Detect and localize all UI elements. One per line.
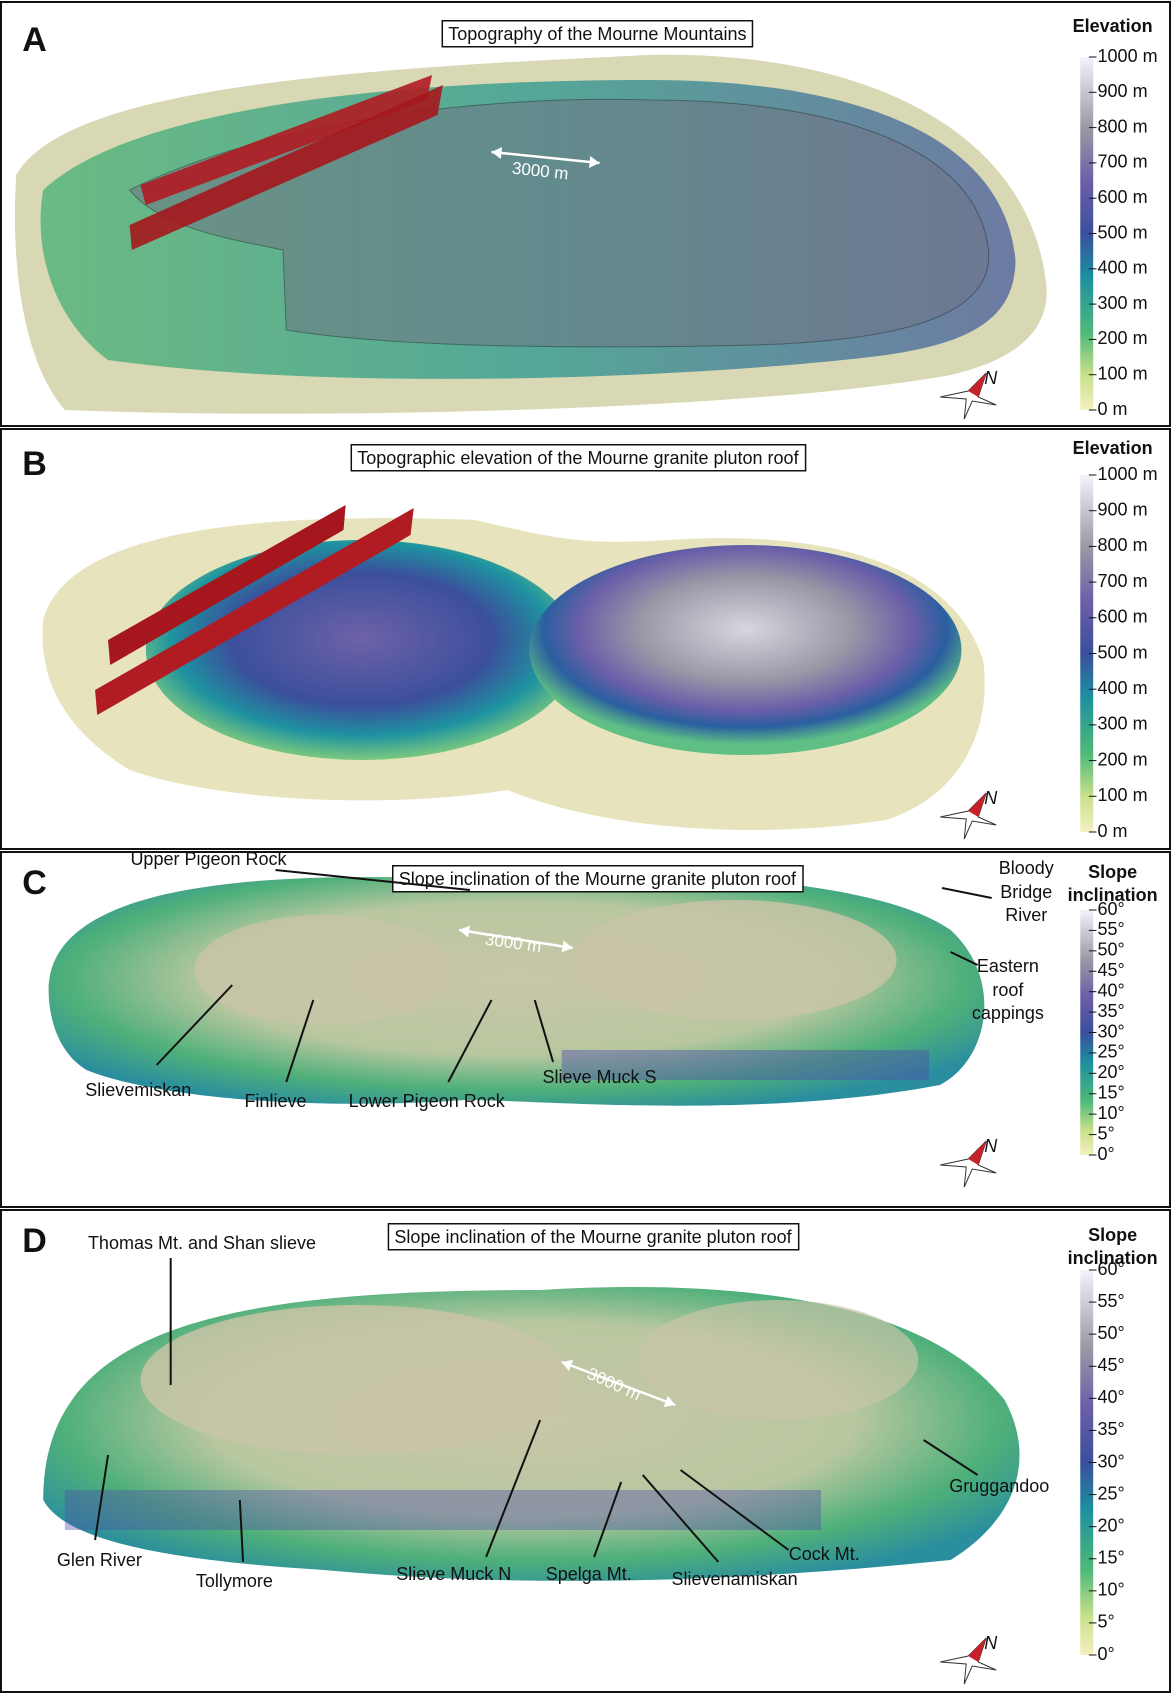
legend-tick-label: 55° [1098,919,1125,939]
legend-tick-label: 10° [1098,1580,1125,1600]
figure: A Topography of the Mourne Mountains Eleva… [0,0,1171,1694]
flat-roof [573,900,897,1020]
panels: A Topography of the Mourne Mountains Eleva… [1,2,1170,1692]
legend-tick-label: 600 m [1098,607,1148,627]
legend-tick-label: 400 m [1098,258,1148,278]
legend-tick-label: 0 m [1098,821,1128,841]
legend-tick-label: 500 m [1098,642,1148,662]
annotation: Eastern [977,956,1039,976]
legend-title: Slope [1088,1225,1137,1245]
annotation: Tollymore [196,1571,273,1591]
legend-tick-label: 0 m [1098,399,1128,419]
annotation: Slievenamiskan [672,1569,798,1589]
annotation: Glen River [57,1550,142,1570]
steep-zone [65,1490,821,1530]
legend-tick-label: 400 m [1098,678,1148,698]
legend-tick-label: 10° [1098,1103,1125,1123]
legend-tick-label: 35° [1098,1001,1125,1021]
panel: D Slope inclination of the Mourne granite… [1,1210,1170,1692]
panel-title: Slope inclination of the Mourne granite … [399,869,797,889]
annotation: Cock Mt. [789,1544,860,1564]
flat-roof [637,1300,918,1420]
legend-tick-label: 30° [1098,1021,1125,1041]
legend-tick-label: 800 m [1098,116,1148,136]
legend-tick-label: 45° [1098,1355,1125,1375]
roof-dome [529,545,961,755]
legend-title: Elevation [1073,16,1153,36]
annotation: Lower Pigeon Rock [349,1091,506,1111]
legend-tick-label: 55° [1098,1291,1125,1311]
north-label: N [984,1633,998,1653]
legend-tick-label: 800 m [1098,535,1148,555]
legend-tick-label: 25° [1098,1483,1125,1503]
legend-tick-label: 20° [1098,1062,1125,1082]
legend-tick-label: 25° [1098,1042,1125,1062]
legend-tick-label: 40° [1098,980,1125,1000]
legend-tick-label: 700 m [1098,152,1148,172]
north-label: N [984,788,998,808]
legend-tick-label: 500 m [1098,222,1148,242]
legend-tick-label: 900 m [1098,499,1148,519]
legend-tick-label: 30° [1098,1451,1125,1471]
north-label: N [984,368,998,388]
legend-tick-label: 0° [1098,1144,1115,1164]
legend-tick-label: 60° [1098,899,1125,919]
panel-title: Topographic elevation of the Mourne gran… [357,448,799,468]
legend-tick-label: 300 m [1098,714,1148,734]
annotation: Bloody [999,858,1054,878]
flat-roof [194,915,453,1025]
legend-tick-label: 50° [1098,940,1125,960]
annotation: Spelga Mt. [546,1564,632,1584]
panel-title: Topography of the Mourne Mountains [448,24,746,44]
legend-title: Elevation [1073,438,1153,458]
legend-tick-label: 50° [1098,1323,1125,1343]
panel-letter: C [22,864,47,902]
legend-tick-label: 200 m [1098,328,1148,348]
legend-tick-label: 15° [1098,1548,1125,1568]
north-label: N [984,1136,998,1156]
annotation: roof [992,980,1024,1000]
legend-tick-label: 200 m [1098,749,1148,769]
legend-tick-label: 700 m [1098,571,1148,591]
legend-tick-label: 1000 m [1098,464,1158,484]
legend-tick-label: 900 m [1098,81,1148,101]
annotation: cappings [972,1003,1044,1023]
annotation: Gruggandoo [949,1476,1049,1496]
panel: A Topography of the Mourne Mountains Eleva… [1,2,1170,426]
panel-letter: B [22,445,47,483]
legend-tick-label: 1000 m [1098,46,1158,66]
legend-tick-label: 60° [1098,1259,1125,1279]
legend-tick-label: 40° [1098,1387,1125,1407]
annotation: Slieve Muck N [396,1564,511,1584]
legend-tick-label: 15° [1098,1083,1125,1103]
legend-tick-label: 0° [1098,1644,1115,1664]
legend-tick-label: 100 m [1098,363,1148,383]
annotation: Upper Pigeon Rock [130,849,287,869]
roof-dome [146,540,578,760]
legend-tick-label: 5° [1098,1612,1115,1632]
legend-tick-label: 600 m [1098,187,1148,207]
panel: C Slope inclination of the Mourne granite… [1,849,1170,1207]
legend-tick-label: 100 m [1098,785,1148,805]
annotation: River [1005,905,1047,925]
annotation: Slievemiskan [85,1080,191,1100]
annotation: Thomas Mt. and Shan slieve [88,1233,316,1253]
legend-tick-label: 300 m [1098,293,1148,313]
legend-tick-label: 35° [1098,1419,1125,1439]
panel: B Topographic elevation of the Mourne gra… [1,429,1170,849]
annotation: Slieve Muck S [543,1067,657,1087]
panel-letter: A [22,21,47,59]
legend-tick-label: 5° [1098,1123,1115,1143]
legend-tick-label: 45° [1098,960,1125,980]
annotation: Finlieve [244,1091,306,1111]
flat-roof [140,1305,572,1455]
panel-title: Slope inclination of the Mourne granite … [394,1227,792,1247]
legend-tick-label: 20° [1098,1515,1125,1535]
legend-title: Slope [1088,862,1137,882]
panel-letter: D [22,1222,47,1260]
annotation: Bridge [1000,882,1052,902]
